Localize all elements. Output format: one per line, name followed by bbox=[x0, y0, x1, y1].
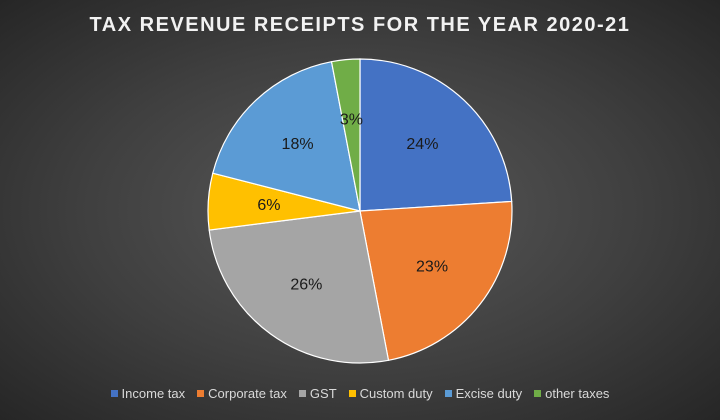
legend-swatch-income-tax bbox=[110, 390, 118, 397]
legend-label-custom-duty: Custom duty bbox=[359, 386, 433, 401]
legend-item-income-tax: Income tax bbox=[110, 386, 186, 401]
legend-swatch-other-taxes bbox=[534, 390, 542, 397]
pie-slice-other-taxes bbox=[330, 58, 361, 212]
data-label-other-taxes: 3% bbox=[340, 112, 363, 129]
chart-title: TAX REVENUE RECEIPTS FOR THE YEAR 2020-2… bbox=[89, 14, 631, 36]
data-label-income-tax: 24% bbox=[406, 136, 438, 153]
legend-item-excise-duty: Excise duty bbox=[444, 386, 523, 401]
legend-label-gst: GST bbox=[309, 386, 337, 401]
legend-label-income-tax: Income tax bbox=[121, 386, 186, 401]
pie-slice-excise-duty bbox=[212, 60, 361, 212]
legend-swatch-excise-duty bbox=[444, 390, 452, 397]
legend-label-corporate-tax: Corporate tax bbox=[208, 386, 287, 401]
legend-swatch-custom-duty bbox=[348, 390, 356, 397]
legend-item-gst: GST bbox=[298, 386, 337, 401]
pie-slice-gst bbox=[208, 210, 390, 364]
legend-item-corporate-tax: Corporate tax bbox=[197, 386, 287, 401]
legend-label-excise-duty: Excise duty bbox=[455, 386, 523, 401]
chart-legend: Income tax Corporate tax GST Custom duty Exc… bbox=[0, 386, 720, 401]
legend-swatch-gst bbox=[298, 390, 306, 397]
pie-slice-corporate-tax bbox=[359, 200, 513, 362]
data-label-custom-duty: 6% bbox=[257, 197, 280, 214]
pie-slice-income-tax bbox=[359, 58, 513, 212]
legend-swatch-corporate-tax bbox=[197, 390, 205, 397]
legend-label-other-taxes: other taxes bbox=[545, 386, 610, 401]
data-label-gst: 26% bbox=[290, 276, 322, 293]
legend-item-other-taxes: other taxes bbox=[534, 386, 609, 401]
legend-item-custom-duty: Custom duty bbox=[348, 386, 433, 401]
data-label-corporate-tax: 23% bbox=[416, 258, 448, 275]
data-label-excise-duty: 18% bbox=[282, 136, 314, 153]
